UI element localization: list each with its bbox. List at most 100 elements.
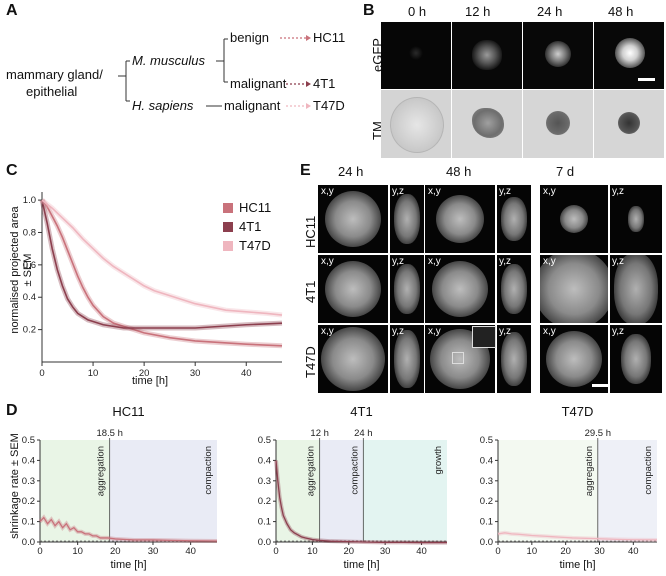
phase-label-aggregation: aggregation xyxy=(96,446,107,496)
b-time-3: 48 h xyxy=(608,4,634,19)
d-xtick-label: 40 xyxy=(416,546,427,557)
legend-t47d: T47D xyxy=(239,238,271,253)
panel-letter-a: A xyxy=(6,2,18,19)
e-label-xy: x,y xyxy=(428,186,441,197)
legend-swatch-hc11 xyxy=(223,203,233,213)
d-ytick-label: 0.2 xyxy=(480,496,493,507)
d-ytick-label: 0.5 xyxy=(22,435,35,446)
d-title-hc11: HC11 xyxy=(112,404,144,419)
d-xtick-label: 40 xyxy=(628,546,639,557)
d-title-t47d: T47D xyxy=(562,404,594,419)
spheroid-side xyxy=(394,193,420,245)
d-xtick-label: 30 xyxy=(148,546,159,557)
spheroid-side xyxy=(501,332,527,386)
e-label-yz: y,z xyxy=(499,186,512,197)
d-chart-4t1: aggregation compaction growth 12 h 24 h 0 10 20… xyxy=(258,404,447,571)
e-4t1-7d-xy: x,y xyxy=(540,255,608,323)
e-time-0: 24 h xyxy=(338,164,364,179)
tree-t47d: T47D xyxy=(313,98,345,113)
d-ytick-label: 0.4 xyxy=(22,455,35,466)
tree-human: H. sapiens xyxy=(132,98,194,113)
spheroid-side xyxy=(501,197,527,241)
e-hc11-48h-yz: y,z xyxy=(497,185,531,253)
phase-label-aggregation: aggregation xyxy=(584,446,595,496)
spheroid xyxy=(325,191,381,247)
panel-letter-b: B xyxy=(363,2,375,19)
scale-bar xyxy=(638,78,655,81)
legend-4t1: 4T1 xyxy=(239,219,261,234)
d-ylabel: shrinkage rate ± SEM xyxy=(9,433,21,539)
e-time-1: 48 h xyxy=(446,164,472,179)
panel-letter-e: E xyxy=(300,162,311,179)
c-ytick-label: 1.0 xyxy=(23,195,36,206)
phase-aggregation xyxy=(40,440,110,542)
d-xtick-label: 0 xyxy=(37,546,42,557)
d-xtick-label: 30 xyxy=(380,546,391,557)
panel-d-charts: shrinkage rate ± SEM aggregation compacti… xyxy=(9,404,658,571)
c-xtick-label: 30 xyxy=(190,368,201,379)
panel-c-chart: 0 10 20 30 40 0.2 0.4 0.6 0.8 1.0 time [h] normal… xyxy=(9,192,283,387)
c-ylabel2: ± SEM xyxy=(22,254,34,287)
tree-malignant-mouse: malignant xyxy=(230,76,287,91)
c-series-hc11 xyxy=(41,199,283,347)
b-time-1: 12 h xyxy=(465,4,491,19)
e-hc11-24h-yz: y,z xyxy=(390,185,424,253)
c-series-group xyxy=(39,198,283,349)
phase-marker-label: 12 h xyxy=(310,428,329,439)
e-4t1-48h-yz: y,z xyxy=(497,255,531,323)
phase-label-compaction: compaction xyxy=(349,446,360,495)
e-t47d-7d-yz: y,z xyxy=(610,325,662,393)
d-ytick-label: 0.3 xyxy=(258,476,271,487)
b-tm-24h xyxy=(523,90,593,158)
spheroid xyxy=(325,261,381,317)
c-ytick-label: 0.8 xyxy=(23,227,36,238)
tree-hc11: HC11 xyxy=(313,30,346,45)
d-ytick-label: 0.4 xyxy=(258,455,271,466)
d-chart-hc11: aggregation compaction 18.5 h 0 10 20 30 40 0.0 0… xyxy=(22,404,218,571)
spheroid xyxy=(540,255,608,323)
phase-label-compaction: compaction xyxy=(643,446,654,495)
c-xtick-label: 20 xyxy=(139,368,150,379)
e-label-xy: x,y xyxy=(543,186,556,197)
phase-marker-label: 18.5 h xyxy=(96,428,122,439)
phase-marker-label: 29.5 h xyxy=(585,428,611,439)
d-series-hc11 xyxy=(39,516,218,542)
tree-root-line2: epithelial xyxy=(26,84,78,99)
e-4t1-24h-xy: x,y xyxy=(318,255,388,323)
spheroid-side xyxy=(394,263,420,315)
e-t47d-24h-xy: x,y xyxy=(318,325,388,393)
phase-compaction xyxy=(109,440,217,542)
d-ytick-label: 0.0 xyxy=(258,537,271,548)
tree-root-line1: mammary gland/ xyxy=(6,67,103,82)
d-series-t47d xyxy=(497,532,658,541)
phase-label-growth: growth xyxy=(433,446,444,475)
e-label-xy: x,y xyxy=(428,326,441,337)
c-ytick-label: 0.4 xyxy=(23,292,36,303)
tree-4t1: 4T1 xyxy=(313,76,336,91)
c-xtick-label: 0 xyxy=(39,368,44,379)
d-xtick-label: 20 xyxy=(560,546,571,557)
c-axes: 0 10 20 30 40 0.2 0.4 0.6 0.8 1.0 xyxy=(23,192,282,379)
e-4t1-48h-xy: x,y xyxy=(425,255,495,323)
b-tm-0h xyxy=(381,90,451,158)
e-label-yz: y,z xyxy=(392,256,405,267)
d-ytick-label: 0.0 xyxy=(22,537,35,548)
d-ytick-label: 0.5 xyxy=(258,435,271,446)
e-hc11-7d-yz: y,z xyxy=(610,185,662,253)
legend-hc11: HC11 xyxy=(239,200,271,215)
e-4t1-7d-yz: y,z xyxy=(610,255,662,323)
e-hc11-7d-xy: x,y xyxy=(540,185,608,253)
e-t47d-24h-yz: y,z xyxy=(390,325,424,393)
e-hc11-48h-xy: x,y xyxy=(425,185,495,253)
c-xtick-label: 40 xyxy=(241,368,252,379)
c-series-4t1 xyxy=(41,199,283,329)
e-label-xy: x,y xyxy=(428,256,441,267)
e-4t1-24h-yz: y,z xyxy=(390,255,424,323)
b-time-0: 0 h xyxy=(408,4,427,19)
e-label-yz: y,z xyxy=(392,186,405,197)
e-t47d-7d-xy: x,y xyxy=(540,325,608,393)
legend-swatch-4t1 xyxy=(223,222,233,232)
d-ytick-label: 0.0 xyxy=(480,537,493,548)
e-inset-zoom xyxy=(472,326,496,348)
spheroid-side xyxy=(628,206,644,232)
